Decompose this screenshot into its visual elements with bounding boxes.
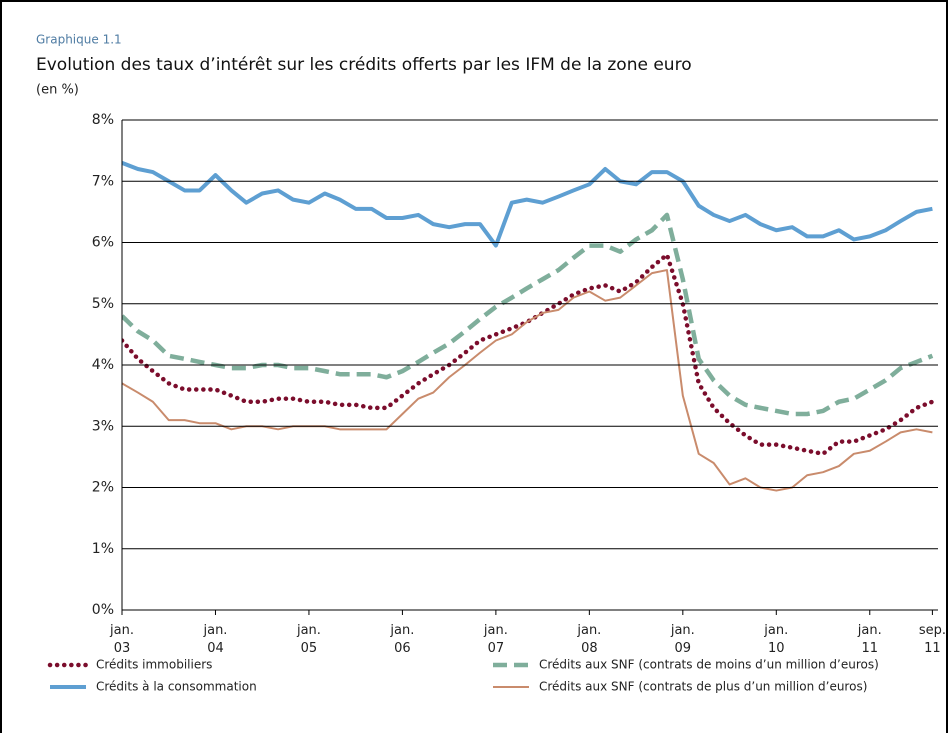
chart-title: Evolution des taux d’intérêt sur les cré… <box>36 55 692 75</box>
x-tick-label: jan. 11 <box>857 623 882 656</box>
y-tick-label: 3% <box>92 418 114 434</box>
legend-label: Crédits aux SNF (contrats de plus d’un m… <box>539 680 867 694</box>
x-tick-label: jan. 08 <box>577 623 602 656</box>
y-tick-label: 4% <box>92 357 114 373</box>
x-tick-label: jan. 10 <box>764 623 789 656</box>
x-tick-label: jan. 03 <box>110 623 134 656</box>
kicker: Graphique 1.1 <box>36 33 122 47</box>
subtitle: (en %) <box>36 83 79 98</box>
y-tick-label: 2% <box>92 480 114 496</box>
x-tick-label: jan. 07 <box>483 623 508 656</box>
x-tick-label: jan. 06 <box>390 623 415 656</box>
legend-label: Crédits aux SNF (contrats de moins d’un … <box>539 658 879 672</box>
x-tick-label: jan. 05 <box>296 623 321 656</box>
line-series <box>122 212 934 417</box>
y-tick-label: 1% <box>92 541 114 557</box>
x-tick-label: jan. 04 <box>203 623 228 656</box>
legend-label: Crédits à la consommation <box>96 680 257 694</box>
y-tick-label: 6% <box>92 235 114 251</box>
line-series <box>122 252 935 457</box>
legend-label: Crédits immobiliers <box>96 658 212 672</box>
y-tick-label: 5% <box>92 296 114 312</box>
x-tick-label: sep. 11 <box>918 623 946 656</box>
x-tick-label: jan. 09 <box>670 623 695 656</box>
line-series <box>122 161 933 248</box>
plot <box>122 161 935 492</box>
y-tick-label: 0% <box>92 602 114 618</box>
y-tick-label: 7% <box>92 173 114 189</box>
y-tick-label: 8% <box>92 112 114 128</box>
